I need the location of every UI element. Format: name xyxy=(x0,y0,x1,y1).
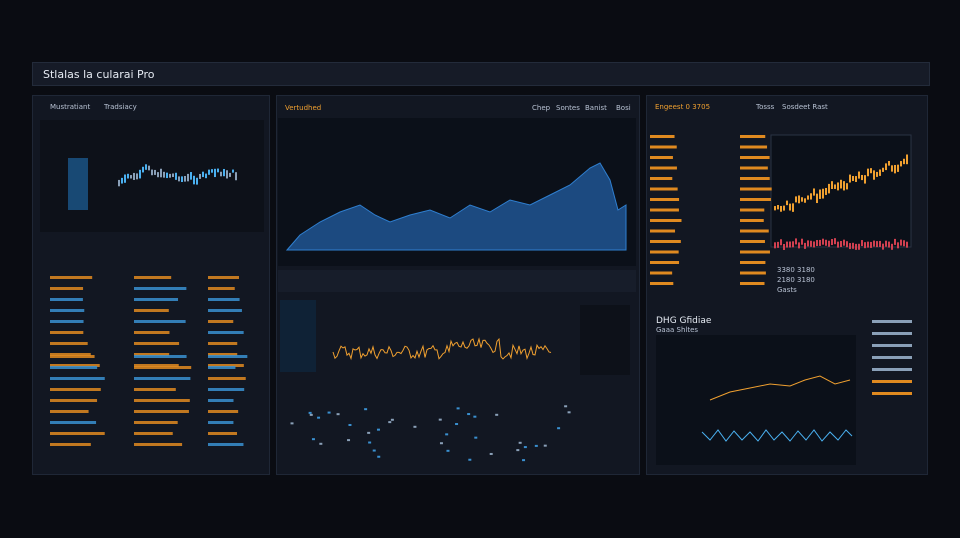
left-panel xyxy=(32,95,270,475)
tab[interactable]: Tosss xyxy=(756,103,775,111)
legend-entry: 2180 3180 xyxy=(777,276,815,284)
top-bar: Stlalas la cularai Pro xyxy=(32,62,930,86)
panel-subtitle: Gaaa Shltes xyxy=(656,326,699,334)
tab[interactable]: Chep xyxy=(532,104,551,112)
tab[interactable]: Sontes xyxy=(556,104,580,112)
panel-title: Spatsis Oatset Sommistrion xyxy=(287,279,385,287)
legend-entry: Gasts xyxy=(777,286,797,294)
panel-title: DHG Gfidiae xyxy=(656,316,712,326)
tab[interactable]: Sosdeet Rast xyxy=(782,103,828,111)
legend-entry: 3380 3180 xyxy=(777,266,815,274)
tab[interactable]: Banist xyxy=(585,104,607,112)
tab[interactable]: Tradsiacy xyxy=(104,103,137,111)
panel-title: Vertudhed xyxy=(285,104,322,112)
app-title: Stlalas la cularai Pro xyxy=(43,68,155,81)
panel-title: Engeest 0 3705 xyxy=(655,103,711,111)
tab[interactable]: Mustratiant xyxy=(50,103,91,111)
right-panel xyxy=(646,95,928,475)
tab[interactable]: Bosi xyxy=(616,104,631,112)
